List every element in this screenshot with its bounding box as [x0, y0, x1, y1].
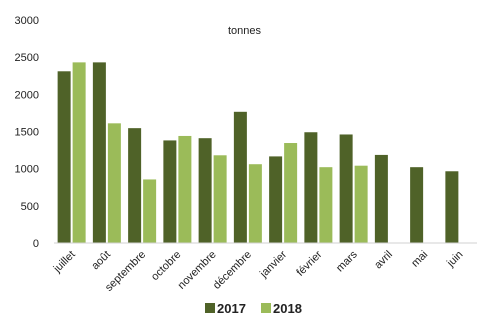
bar-2018-février — [319, 167, 333, 243]
bar-2018-janvier — [284, 143, 298, 243]
legend-swatch — [205, 303, 215, 313]
y-tick-label: 2500 — [15, 52, 39, 64]
bar-2017-juin — [445, 171, 459, 243]
bar-2017-mars — [339, 134, 353, 243]
bar-2018-mars — [354, 165, 368, 243]
legend-label: 2018 — [273, 301, 302, 316]
bar-2018-novembre — [213, 155, 227, 243]
x-tick-label: décembre — [211, 249, 254, 292]
x-tick-label: janvier — [257, 248, 289, 280]
bar-2017-décembre — [233, 111, 247, 243]
bar-2017-juillet — [57, 71, 71, 243]
y-tick-label: 500 — [21, 201, 39, 213]
legend-swatch — [261, 303, 271, 313]
y-tick-label: 0 — [33, 238, 39, 250]
bar-2017-août — [92, 62, 106, 244]
legend: 2017 2018 — [205, 301, 302, 316]
bar-2017-mai — [410, 167, 424, 243]
y-axis: 0 500 1000 1500 2000 2500 3000 — [15, 15, 39, 250]
x-tick-label: juin — [444, 249, 465, 270]
bar-2018-juillet — [72, 62, 86, 244]
x-tick-label: avril — [372, 249, 395, 272]
bar-2018-octobre — [178, 135, 192, 243]
legend-label: 2017 — [217, 301, 246, 316]
bar-2017-octobre — [163, 140, 177, 243]
bar-2017-avril — [374, 154, 388, 243]
x-tick-label: août — [89, 249, 113, 273]
y-tick-label: 1500 — [15, 127, 39, 139]
bar-2017-février — [304, 132, 318, 243]
x-tick-label: mars — [334, 248, 360, 274]
x-tick-label: juillet — [51, 249, 78, 276]
unit-annotation: tonnes — [228, 25, 262, 37]
bars — [57, 62, 459, 244]
bar-2017-janvier — [269, 156, 283, 243]
x-tick-label: mai — [409, 249, 430, 270]
y-tick-label: 3000 — [15, 15, 39, 27]
x-tick-label: février — [294, 248, 324, 278]
bar-2017-septembre — [128, 128, 142, 243]
bar-2017-novembre — [198, 138, 212, 243]
y-tick-label: 1000 — [15, 164, 39, 176]
bar-2018-septembre — [143, 179, 157, 243]
x-tick-label: octobre — [149, 249, 183, 283]
bar-2018-décembre — [248, 164, 262, 243]
y-tick-label: 2000 — [15, 89, 39, 101]
bar-2018-août — [107, 123, 121, 243]
